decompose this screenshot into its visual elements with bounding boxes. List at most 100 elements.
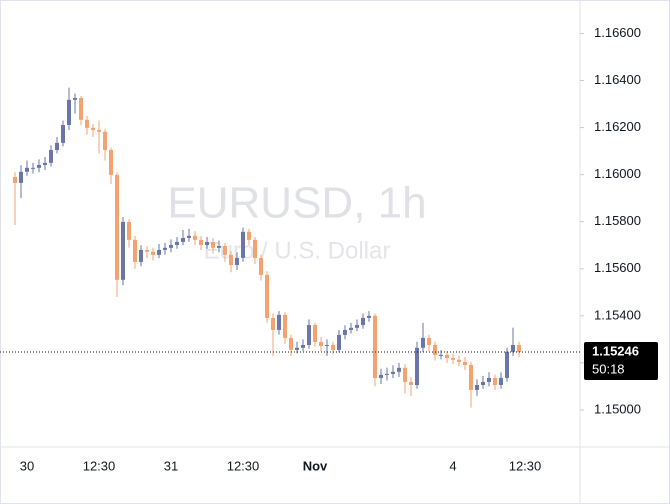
x-tick-label: Nov [303, 458, 328, 473]
y-tick-label: 1.16600 [594, 25, 641, 40]
candle-body [313, 325, 317, 342]
candle-body [193, 235, 197, 240]
candle-body [199, 239, 203, 245]
candle-body [319, 341, 323, 346]
candle-body [211, 241, 215, 248]
y-tick-label: 1.15400 [594, 307, 641, 322]
axes: 1.150001.152001.154001.156001.158001.160… [0, 25, 658, 473]
candle-body [139, 249, 143, 262]
candle-body [175, 241, 179, 245]
candle-body [385, 373, 389, 375]
candle-body [469, 365, 473, 390]
candle-body [19, 171, 23, 183]
candle-body [181, 237, 185, 242]
candles [13, 87, 521, 408]
candle-body [367, 315, 371, 318]
candle-body [109, 149, 113, 175]
last-price-box [584, 342, 658, 381]
candle-body [439, 354, 443, 356]
candle-body [229, 254, 233, 265]
candle-body [91, 127, 95, 130]
y-tick-label: 1.15600 [594, 260, 641, 275]
candle-body [73, 97, 77, 100]
candle-body [331, 345, 335, 350]
candle-body [283, 314, 287, 338]
candle-body [13, 177, 17, 183]
y-tick-label: 1.16200 [594, 119, 641, 134]
candle-body [133, 239, 137, 262]
candle-body [247, 231, 251, 240]
candle-body [517, 345, 521, 353]
countdown-label: 50:18 [592, 361, 625, 376]
candle-body [391, 371, 395, 374]
watermark-symbol: EURUSD, 1h [167, 179, 426, 228]
x-tick-label: 30 [20, 458, 34, 473]
candle-body [223, 245, 227, 255]
y-tick-label: 1.16400 [594, 72, 641, 87]
candle-body [379, 374, 383, 378]
candle-body [127, 221, 131, 240]
candle-body [97, 129, 101, 132]
candle-body [427, 337, 431, 345]
candle-body [85, 119, 89, 128]
x-tick-label: 12:30 [509, 458, 542, 473]
candle-body [349, 327, 353, 330]
candle-body [43, 162, 47, 165]
y-tick-label: 1.15800 [594, 213, 641, 228]
candle-body [253, 239, 257, 258]
candle-body [433, 345, 437, 355]
candle-body [343, 329, 347, 335]
candle-body [415, 347, 419, 385]
candle-body [25, 167, 29, 172]
y-tick-label: 1.16000 [594, 166, 641, 181]
candle-body [265, 274, 269, 318]
candle-body [37, 165, 41, 168]
candle-body [271, 317, 275, 330]
candle-body [481, 381, 485, 385]
candle-body [361, 317, 365, 325]
candle-body [289, 337, 293, 350]
candle-body [457, 359, 461, 362]
candle-body [505, 351, 509, 378]
candle-body [325, 345, 329, 346]
candle-body [157, 249, 161, 255]
x-tick-label: 12:30 [83, 458, 116, 473]
x-tick-label: 31 [164, 458, 178, 473]
x-tick-label: 12:30 [227, 458, 260, 473]
candle-body [421, 337, 425, 348]
candle-body [217, 245, 221, 248]
candle-body [235, 257, 239, 265]
candle-body [397, 367, 401, 372]
candle-body [373, 315, 377, 378]
last-price-label: 1.15246 [592, 343, 639, 358]
candle-body [409, 381, 413, 385]
candle-body [145, 249, 149, 252]
candle-body [55, 142, 59, 150]
candle-body [187, 235, 191, 238]
watermark-description: Euro / U.S. Dollar [204, 237, 391, 264]
candle-body [115, 174, 119, 280]
candle-body [31, 167, 35, 169]
candle-body [61, 125, 65, 143]
candle-body [355, 325, 359, 328]
candle-body [49, 149, 53, 163]
candle-body [277, 314, 281, 330]
candle-body [403, 367, 407, 382]
candle-body [241, 231, 245, 258]
candle-body [103, 131, 107, 150]
candle-body [475, 385, 479, 390]
x-tick-label: 4 [449, 458, 456, 473]
candle-body [301, 345, 305, 348]
candle-body [67, 99, 71, 125]
candle-body [79, 97, 83, 120]
candle-body [295, 347, 299, 350]
candle-body [163, 247, 167, 250]
candle-body [307, 325, 311, 345]
candle-body [511, 345, 515, 352]
y-tick-label: 1.15000 [594, 401, 641, 416]
candle-body [121, 221, 125, 280]
candle-body [445, 354, 449, 358]
candle-body [463, 361, 467, 365]
candle-body [151, 251, 155, 255]
